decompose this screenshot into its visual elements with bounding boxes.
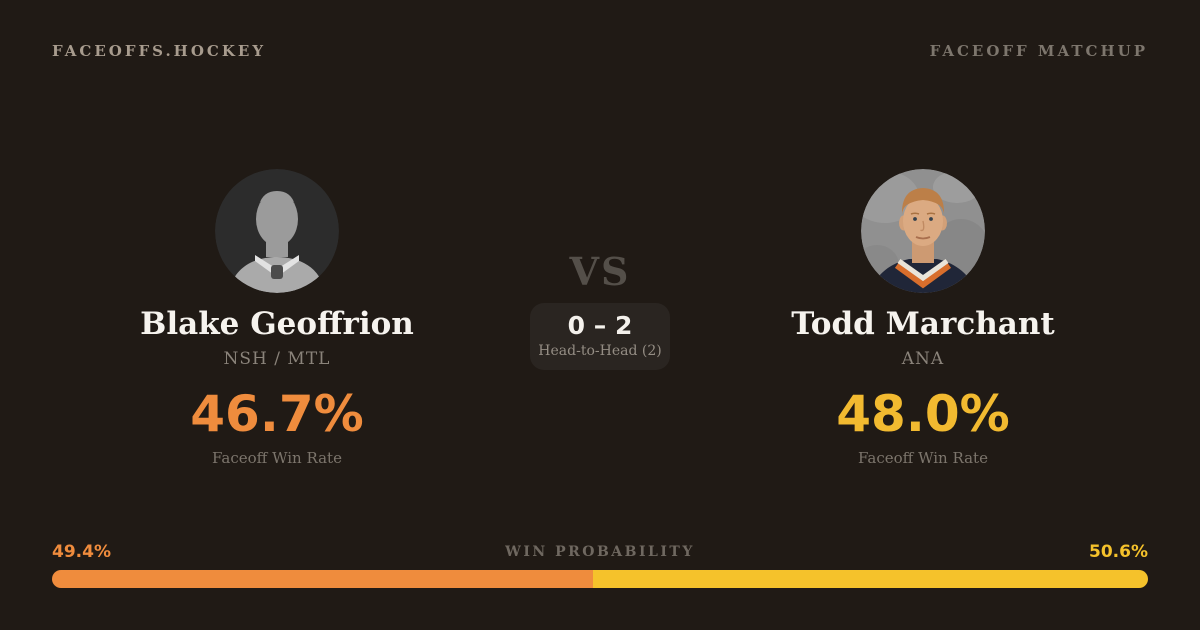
head-to-head-box: 0 – 2 Head-to-Head (2) — [530, 303, 670, 370]
page-type-label: FACEOFF MATCHUP — [929, 42, 1148, 60]
player-card-left: Blake Geoffrion NSH / MTL 46.7% Faceoff … — [52, 169, 502, 467]
head-to-head-label: Head-to-Head (2) — [538, 342, 662, 359]
win-probability-title: WIN PROBABILITY — [505, 544, 695, 560]
player-silhouette-icon — [215, 169, 339, 293]
player-left-team: NSH / MTL — [223, 349, 331, 369]
player-right-name: Todd Marchant — [791, 306, 1055, 342]
vs-label: VS — [569, 249, 631, 294]
matchup-center-block: VS 0 – 2 Head-to-Head (2) — [530, 251, 670, 370]
player-right-win-rate: 48.0% — [836, 385, 1010, 443]
head-to-head-score: 0 – 2 — [567, 311, 633, 340]
header: FACEOFFS.HOCKEY FACEOFF MATCHUP — [52, 42, 1148, 60]
player-right-avatar — [861, 169, 985, 293]
brand-logo-text: FACEOFFS.HOCKEY — [52, 42, 267, 60]
win-probability-right-pct: 50.6% — [1089, 542, 1148, 562]
player-right-win-rate-label: Faceoff Win Rate — [858, 449, 988, 467]
player-left-win-rate-label: Faceoff Win Rate — [212, 449, 342, 467]
player-left-win-rate: 46.7% — [190, 385, 364, 443]
win-probability-bar-right-segment — [593, 570, 1148, 588]
win-probability-labels: 49.4% WIN PROBABILITY 50.6% — [52, 542, 1148, 564]
win-probability-left-pct: 49.4% — [52, 542, 111, 562]
win-probability-bar — [52, 570, 1148, 588]
player-card-right: Todd Marchant ANA 48.0% Faceoff Win Rate — [698, 169, 1148, 467]
player-right-team: ANA — [901, 349, 945, 369]
win-probability-bar-left-segment — [52, 570, 594, 588]
player-left-avatar — [215, 169, 339, 293]
player-headshot-image — [861, 169, 985, 293]
player-left-name: Blake Geoffrion — [140, 306, 414, 342]
